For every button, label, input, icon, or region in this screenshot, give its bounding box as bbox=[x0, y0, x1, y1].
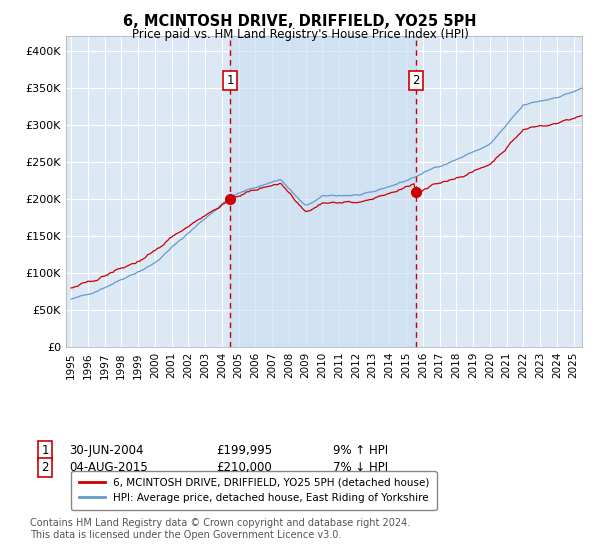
Text: 6, MCINTOSH DRIVE, DRIFFIELD, YO25 5PH: 6, MCINTOSH DRIVE, DRIFFIELD, YO25 5PH bbox=[123, 14, 477, 29]
Legend: 6, MCINTOSH DRIVE, DRIFFIELD, YO25 5PH (detached house), HPI: Average price, det: 6, MCINTOSH DRIVE, DRIFFIELD, YO25 5PH (… bbox=[71, 470, 437, 510]
Text: 2: 2 bbox=[412, 74, 419, 87]
Text: 2: 2 bbox=[41, 461, 49, 474]
Text: £210,000: £210,000 bbox=[216, 461, 272, 474]
Bar bbox=[230, 36, 416, 347]
Text: 1: 1 bbox=[226, 74, 234, 87]
Text: Contains HM Land Registry data © Crown copyright and database right 2024.
This d: Contains HM Land Registry data © Crown c… bbox=[30, 518, 410, 540]
Text: 30-JUN-2004: 30-JUN-2004 bbox=[69, 444, 143, 458]
Text: Price paid vs. HM Land Registry's House Price Index (HPI): Price paid vs. HM Land Registry's House … bbox=[131, 28, 469, 41]
Text: 7% ↓ HPI: 7% ↓ HPI bbox=[333, 461, 388, 474]
Text: £199,995: £199,995 bbox=[216, 444, 272, 458]
Text: 9% ↑ HPI: 9% ↑ HPI bbox=[333, 444, 388, 458]
Text: 1: 1 bbox=[41, 444, 49, 458]
Text: 04-AUG-2015: 04-AUG-2015 bbox=[69, 461, 148, 474]
